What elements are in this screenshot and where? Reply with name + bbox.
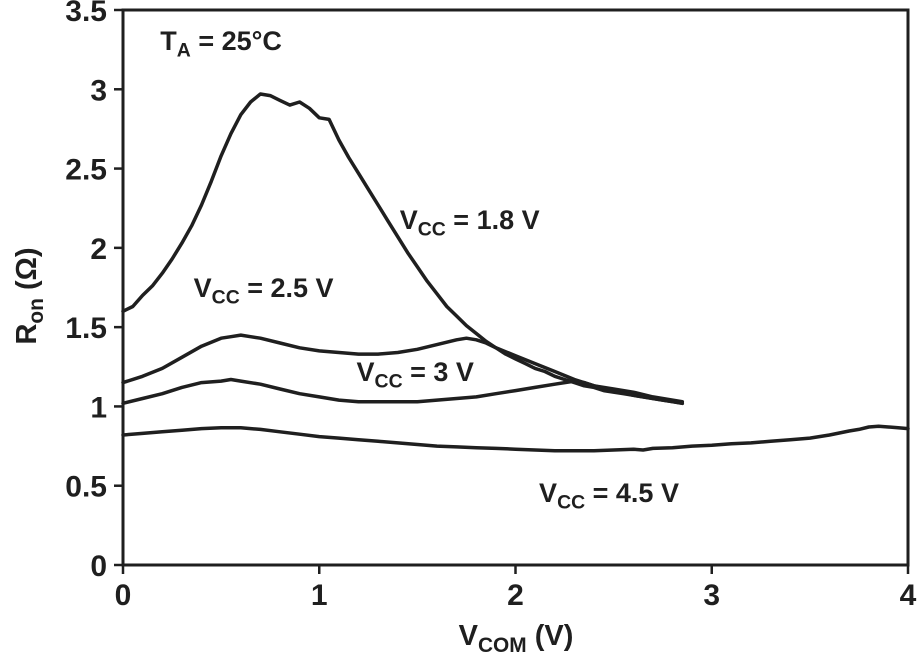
x-axis-title-sub: COM <box>477 633 527 657</box>
x-tick-label: 0 <box>115 579 132 612</box>
label-vcc-4v5: VCC = 4.5 V <box>539 478 679 514</box>
x-axis-title-pre: V <box>458 620 478 652</box>
y-tick-label: 2 <box>90 233 107 266</box>
label-vcc-4v5-post: = 4.5 V <box>585 477 679 508</box>
label-vcc-3v-sub: CC <box>374 370 403 393</box>
label-vcc-2v5-sub: CC <box>211 286 240 309</box>
label-vcc-4v5-sub: CC <box>557 491 586 514</box>
x-tick-label: 2 <box>507 579 524 612</box>
y-tick-label: 3 <box>90 74 107 107</box>
label-vcc-3v-pre: V <box>356 357 375 388</box>
series-vcc-1.8-v <box>121 92 685 406</box>
condition-ta-sub: A <box>176 39 191 62</box>
x-tick-label: 3 <box>703 579 720 612</box>
label-vcc-1v8-sub: CC <box>417 218 446 241</box>
condition-ta-post: = 25°C <box>190 25 282 56</box>
y-axis-title-pre: R <box>11 323 44 345</box>
series-vcc-4.5-v <box>121 424 910 453</box>
label-vcc-2v5-post: = 2.5 V <box>239 273 334 304</box>
y-axis-title: Ron (Ω) <box>11 247 49 344</box>
label-vcc-2v5: VCC = 2.5 V <box>194 273 334 309</box>
x-tick-label: 4 <box>900 579 917 612</box>
label-vcc-1v8-post: = 1.8 V <box>445 205 540 236</box>
y-tick-label: 1 <box>90 391 107 424</box>
x-axis-title-post: (V) <box>526 620 574 652</box>
y-axis-title-sub: on <box>24 298 48 324</box>
y-tick-label: 0.5 <box>65 471 107 504</box>
y-axis-title-post: (Ω) <box>11 247 44 299</box>
y-tick-label: 2.5 <box>65 154 107 187</box>
label-vcc-3v: VCC = 3 V <box>357 357 474 393</box>
x-axis-title: VCOM (V) <box>459 620 574 658</box>
series-vcc-3-v <box>121 377 685 406</box>
condition-ta-pre: T <box>160 25 177 56</box>
label-vcc-1v8: VCC = 1.8 V <box>400 205 540 241</box>
label-vcc-1v8-pre: V <box>399 205 418 236</box>
y-tick-label: 3.5 <box>65 0 107 28</box>
x-tick-label: 1 <box>311 579 328 612</box>
label-vcc-4v5-pre: V <box>539 477 558 508</box>
label-vcc-3v-post: = 3 V <box>402 357 474 388</box>
label-vcc-2v5-pre: V <box>193 273 212 304</box>
y-tick-label: 0 <box>90 550 107 583</box>
y-tick-label: 1.5 <box>65 312 107 345</box>
condition-ta: TA = 25°C <box>160 26 282 62</box>
